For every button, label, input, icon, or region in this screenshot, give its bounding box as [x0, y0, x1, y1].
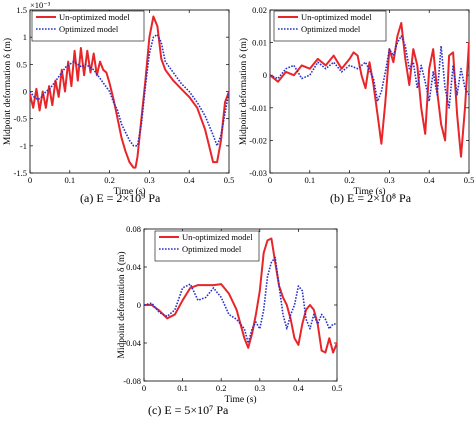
- panel-a-xtick-label: 0.3: [144, 175, 155, 185]
- panel-b-legend-optimized-label: Optimized model: [301, 24, 361, 34]
- panel-c-legend-unoptimized-label: Un-optimized model: [182, 232, 253, 242]
- panel-a-ytick-label: 1.5: [16, 5, 27, 15]
- panel-b-ytick-label: -0.03: [249, 168, 267, 178]
- panel-c-ytick-label: 0.08: [126, 224, 141, 234]
- panel-b-xlabel: Time (s): [353, 186, 385, 197]
- panel-a-ytick-label: -1.5: [14, 168, 27, 178]
- panel-a-xtick-label: 0.5: [224, 175, 235, 185]
- panel-a-ytick-label: 0: [23, 87, 27, 97]
- panel-b-xtick-label: 0.2: [344, 175, 355, 185]
- panel-c-ylabel: Midpoint deformation δ (m): [116, 251, 127, 358]
- panel-a-xtick-label: 0: [28, 175, 32, 185]
- panel-c-ytick-label: -0.08: [123, 376, 141, 386]
- panel-c-caption: (c) E = 5×10⁷ Pa: [148, 403, 229, 417]
- panel-b-caption: (b) E = 2×10⁸ Pa: [330, 191, 412, 205]
- panel-b-series-group: [270, 22, 469, 158]
- panel-a-xtick-label: 0.4: [184, 175, 195, 185]
- panel-a-chart: 0 0.1 0.2 0.3 0.4 0.5 -1.5 -1 -0.5 0 0.5 1 1.5 ×10⁻³ T…: [2, 0, 234, 205]
- panel-a-ylabel: Midpoint deformation δ (m): [2, 38, 13, 145]
- panel-c-xtick-label: 0.2: [216, 383, 227, 393]
- panel-c-xtick-label: 0.5: [332, 383, 343, 393]
- panel-b-legend-unoptimized-label: Un-optimized model: [301, 12, 372, 22]
- panel-c-ytick-label: 0: [137, 300, 141, 310]
- panel-c-ytick-label: 0.04: [126, 262, 142, 272]
- panel-b-xtick-label: 0: [268, 175, 272, 185]
- panel-c-xtick-label: 0.4: [293, 383, 304, 393]
- panel-c-xlabel: Time (s): [224, 394, 256, 405]
- panel-a-legend-unoptimized-label: Un-optimized model: [59, 12, 130, 22]
- panel-a-ytick-label: 0.5: [16, 59, 27, 69]
- panel-c-xtick-label: 0.3: [254, 383, 265, 393]
- panel-b-ylabel: Midpoint deformation δ (m): [238, 38, 249, 145]
- panel-a-series-unoptimized-line: [30, 15, 229, 169]
- panel-b-xtick-label: 0.3: [384, 175, 395, 185]
- panel-a-series-group: [30, 15, 229, 169]
- panel-b-xtick-label: 0.4: [424, 175, 435, 185]
- panel-b-xtick-label: 0.5: [464, 175, 474, 185]
- panel-a-ytick-label: -0.5: [14, 114, 27, 124]
- panel-a-xtick-label: 0.1: [64, 175, 75, 185]
- panel-c-series-optimized-line: [144, 256, 337, 344]
- panel-c-ytick-label: -0.04: [123, 338, 141, 348]
- panel-c-chart: 0 0.1 0.2 0.3 0.4 0.5 -0.08 -0.04 0 0.04 0.08 Time …: [116, 224, 342, 417]
- panel-a-ytick-label: 1: [23, 32, 27, 42]
- panel-c-xtick-label: 0: [142, 383, 146, 393]
- panel-a-series-optimized-line: [30, 33, 229, 147]
- panel-a-ytick-label: -1: [20, 141, 27, 151]
- panel-a-legend-optimized-label: Optimized model: [59, 24, 119, 34]
- panel-c-legend-optimized-label: Optimized model: [182, 244, 242, 254]
- panel-b-xtick-label: 0.1: [304, 175, 315, 185]
- panel-a-exponent-label: ×10⁻³: [30, 0, 51, 10]
- panel-c-series-group: [144, 237, 337, 354]
- panel-b-series-optimized-line: [270, 35, 469, 109]
- panel-a-caption: (a) E = 2×10⁹ Pa: [80, 191, 161, 205]
- panel-a-xtick-label: 0.2: [104, 175, 115, 185]
- panel-c-series-unoptimized-line: [144, 237, 337, 354]
- panel-b-ytick-label: 0.02: [252, 5, 267, 15]
- panel-c-xtick-label: 0.1: [177, 383, 188, 393]
- panel-b-ytick-label: 0.01: [252, 38, 267, 48]
- panel-b-ytick-label: -0.01: [249, 103, 267, 113]
- panel-b-ytick-label: -0.02: [249, 135, 267, 145]
- panel-a-xlabel: Time (s): [113, 186, 145, 197]
- panel-b-ytick-label: 0: [263, 70, 267, 80]
- panel-b-chart: 0 0.1 0.2 0.3 0.4 0.5 -0.03 -0.02 -0.01 0 0.01 0.02…: [238, 5, 474, 205]
